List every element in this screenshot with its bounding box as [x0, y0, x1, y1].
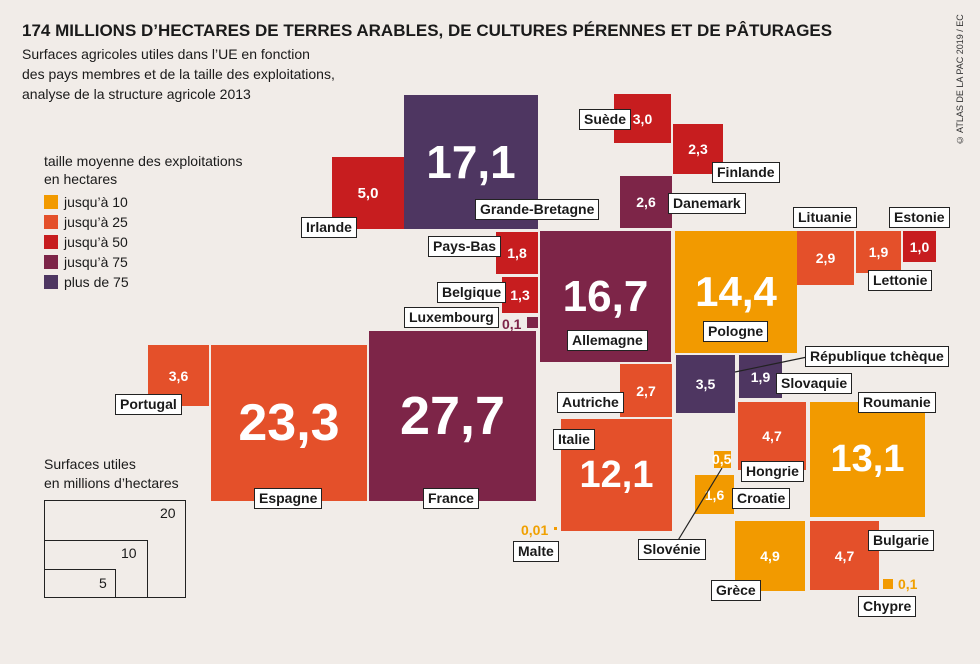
tile-finlande: 2,3 [673, 124, 723, 174]
label-grande-bretagne: Grande-Bretagne [475, 199, 600, 220]
size-value: 5 [99, 575, 107, 591]
size-box-5 [44, 569, 116, 598]
label-republique-tcheque: République tchèque [805, 346, 949, 367]
tile-hongrie: 4,7 [738, 402, 806, 470]
leader-line-republique-tcheque [734, 355, 813, 373]
subtitle-line: des pays membres et de la taille des exp… [22, 66, 335, 82]
legend-item: plus de 75 [44, 272, 129, 292]
label-lettonie: Lettonie [868, 270, 933, 291]
tile-estonie: 1,0 [903, 231, 936, 262]
legend-swatch [44, 235, 58, 249]
legend-title-line: taille moyenne des exploitations [44, 153, 243, 169]
tile-danemark: 2,6 [620, 176, 672, 228]
tile-suede: 3,0 [614, 94, 671, 143]
legend-swatch [44, 215, 58, 229]
tile-allemagne: 16,7 [540, 231, 671, 362]
value-slovenie: 0,5 [712, 451, 732, 467]
color-legend: jusqu’à 10 jusqu’à 25 jusqu’à 50 jusqu’à… [44, 192, 129, 292]
label-lituanie: Lituanie [793, 207, 857, 228]
size-value: 10 [121, 545, 137, 561]
subtitle: Surfaces agricoles utiles dans l’UE en f… [22, 44, 382, 104]
page-title: 174 MILLIONS D’HECTARES DE TERRES ARABLE… [22, 21, 833, 40]
legend-item: jusqu’à 75 [44, 252, 129, 272]
label-suede: Suède [579, 109, 632, 130]
tile-france: 27,7 [369, 331, 536, 501]
label-france: France [423, 488, 479, 509]
legend-item: jusqu’à 50 [44, 232, 129, 252]
leader-line-slovenie [676, 467, 723, 543]
size-value: 20 [160, 505, 176, 521]
legend-label: jusqu’à 25 [64, 214, 128, 230]
tile-slovaquie: 1,9 [739, 355, 782, 398]
label-irlande: Irlande [301, 217, 357, 238]
tile-slovenie [714, 451, 731, 468]
label-autriche: Autriche [557, 392, 624, 413]
legend-title-line: en hectares [44, 171, 118, 187]
tile-espagne: 23,3 [211, 345, 367, 501]
label-bulgarie: Bulgarie [868, 530, 935, 551]
label-danemark: Danemark [668, 193, 746, 214]
label-luxembourg: Luxembourg [404, 307, 499, 328]
tile-autriche: 2,7 [620, 364, 672, 417]
label-allemagne: Allemagne [567, 330, 648, 351]
label-hongrie: Hongrie [741, 461, 804, 482]
label-slovaquie: Slovaquie [776, 373, 853, 394]
size-legend-title-line: Surfaces utiles [44, 456, 136, 472]
value-chypre: 0,1 [898, 576, 918, 592]
legend-swatch [44, 275, 58, 289]
tile-lettonie: 1,9 [856, 231, 901, 273]
tile-lituanie: 2,9 [797, 231, 854, 285]
size-legend-title: Surfaces utiles en millions d’hectares [44, 455, 179, 493]
label-estonie: Estonie [889, 207, 950, 228]
tile-grece: 4,9 [735, 521, 805, 591]
tile-republique-tcheque: 3,5 [676, 355, 735, 413]
legend-swatch [44, 195, 58, 209]
label-pologne: Pologne [703, 321, 769, 342]
tile-roumanie: 13,1 [810, 402, 925, 517]
label-grece: Grèce [711, 580, 761, 601]
subtitle-line: Surfaces agricoles utiles dans l’UE en f… [22, 46, 310, 62]
legend-item: jusqu’à 25 [44, 212, 129, 232]
tile-croatie: 1,6 [695, 475, 734, 514]
tile-belgique: 1,3 [502, 277, 538, 313]
label-chypre: Chypre [858, 596, 917, 617]
tile-pays-bas: 1,8 [496, 232, 538, 274]
label-belgique: Belgique [437, 282, 507, 303]
legend-label: plus de 75 [64, 274, 129, 290]
tile-luxembourg [527, 317, 538, 328]
tile-pologne: 14,4 [675, 231, 797, 353]
legend-swatch [44, 255, 58, 269]
tile-malte [554, 527, 557, 530]
label-finlande: Finlande [712, 162, 780, 183]
legend-item: jusqu’à 10 [44, 192, 129, 212]
tile-chypre [883, 579, 893, 589]
tile-bulgarie: 4,7 [810, 521, 879, 590]
subtitle-line: analyse de la structure agricole 2013 [22, 86, 251, 102]
label-croatie: Croatie [732, 488, 791, 509]
label-espagne: Espagne [254, 488, 323, 509]
label-slovenie: Slovénie [638, 539, 706, 560]
label-italie: Italie [553, 429, 595, 450]
label-roumanie: Roumanie [858, 392, 936, 413]
size-legend-title-line: en millions d’hectares [44, 475, 179, 491]
label-portugal: Portugal [115, 394, 182, 415]
legend-label: jusqu’à 50 [64, 234, 128, 250]
value-luxembourg: 0,1 [502, 316, 522, 332]
label-malte: Malte [513, 541, 559, 562]
label-pays-bas: Pays-Bas [428, 236, 502, 257]
legend-label: jusqu’à 10 [64, 194, 128, 210]
legend-title: taille moyenne des exploitations en hect… [44, 152, 242, 188]
value-malte: 0,01 [521, 522, 549, 538]
legend-label: jusqu’à 75 [64, 254, 128, 270]
